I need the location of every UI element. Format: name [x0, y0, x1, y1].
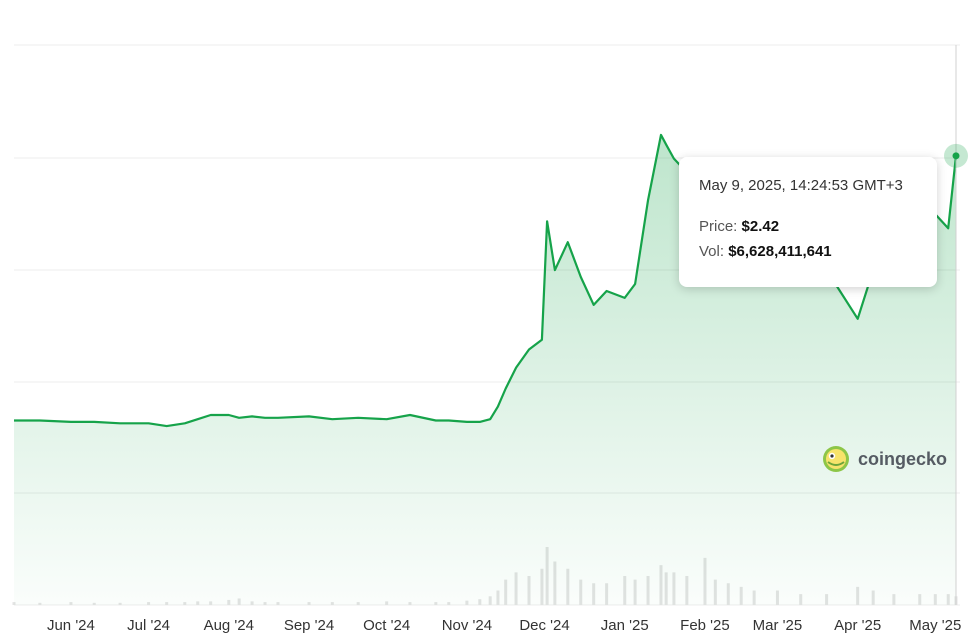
x-tick-label: Sep '24	[284, 617, 334, 634]
x-tick-label: Nov '24	[442, 617, 492, 634]
x-tick-label: Oct '24	[363, 617, 410, 634]
tooltip-date: May 9, 2025, 14:24:53 GMT+3	[699, 177, 903, 194]
tooltip-vol-label: Vol:	[699, 243, 725, 260]
x-tick-label: Aug '24	[204, 617, 254, 634]
hover-point[interactable]	[952, 152, 960, 160]
x-tick-label: Jul '24	[127, 617, 170, 634]
tooltip-vol-value: $6,628,411,641	[728, 243, 832, 260]
x-tick-label: Dec '24	[519, 617, 569, 634]
x-tick-label: Jun '24	[47, 617, 95, 634]
gecko-logo-icon	[823, 446, 849, 472]
x-tick-label: Feb '25	[680, 617, 730, 634]
x-tick-label: Jan '25	[601, 617, 649, 634]
brand-name: coingecko	[858, 448, 948, 469]
tooltip-price-label: Price:	[699, 218, 738, 235]
x-tick-label: Mar '25	[753, 617, 803, 634]
tooltip-price-row: Price: $2.42	[699, 218, 917, 235]
x-tick-label: Apr '25	[834, 617, 881, 634]
x-axis-ticks: Jun '24 Jul '24 Aug '24 Sep '24 Oct '24 Nov '…	[47, 617, 961, 634]
x-tick-label: May '25	[909, 617, 961, 634]
tooltip-price-value: $2.42	[741, 218, 780, 235]
coingecko-watermark: coingecko	[822, 443, 947, 475]
tooltip-vol-row: Vol: $6,628,411,641	[699, 243, 917, 260]
price-tooltip: May 9, 2025, 14:24:53 GMT+3 Price: $2.42…	[679, 157, 937, 287]
